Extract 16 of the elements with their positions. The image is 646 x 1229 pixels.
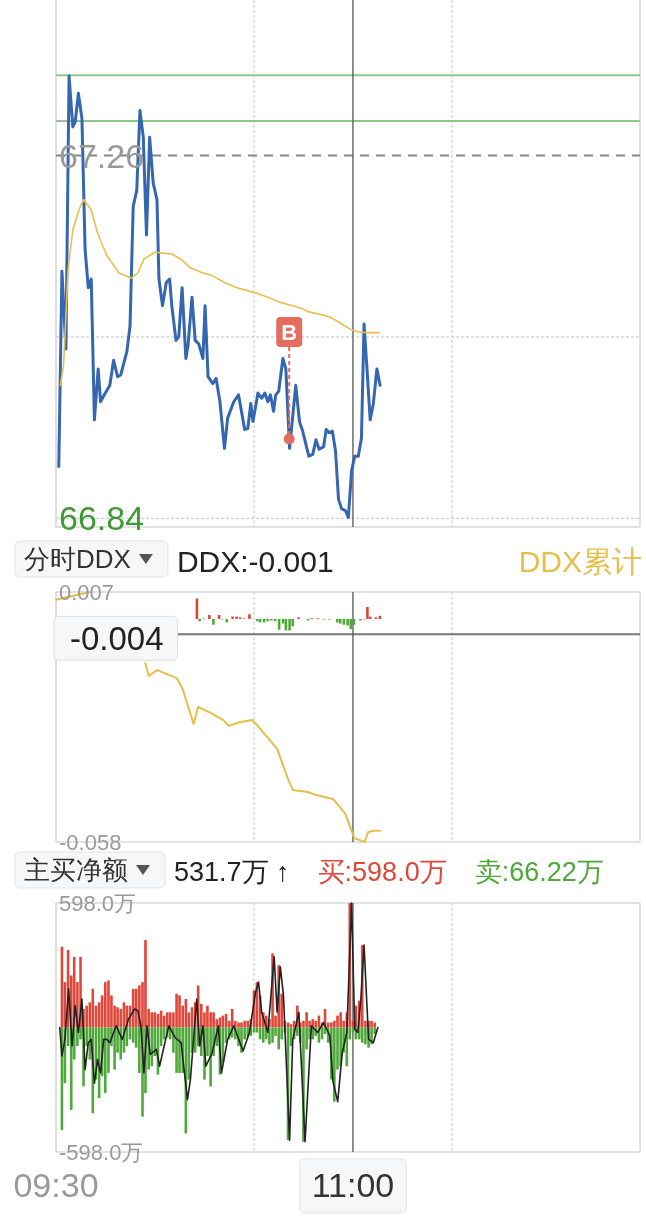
x-tick-label: 11:00 (311, 1166, 395, 1204)
text: DDX:-0.001 (176, 544, 334, 578)
text: 卖:66.22万 (474, 857, 604, 887)
chart-title: 主买净额 (24, 855, 128, 885)
y-tick-label: 66.84 (59, 499, 145, 538)
ref-line-label: -0.004 (70, 619, 164, 657)
text: 531.7万 ↑ (174, 857, 290, 887)
y-tick-label: -598.0万 (59, 1139, 144, 1165)
y-tick-label: 598.0万 (59, 890, 137, 916)
text: DDX累计 (518, 544, 642, 578)
annotation: B (281, 320, 298, 346)
text: 买:598.0万 (317, 857, 447, 887)
chart-title: 分时DDX (24, 544, 131, 574)
y-tick-label: -0.058 (59, 829, 122, 855)
x-tick-label: 09:30 (13, 1166, 99, 1204)
y-tick-label: 0.007 (59, 579, 115, 605)
